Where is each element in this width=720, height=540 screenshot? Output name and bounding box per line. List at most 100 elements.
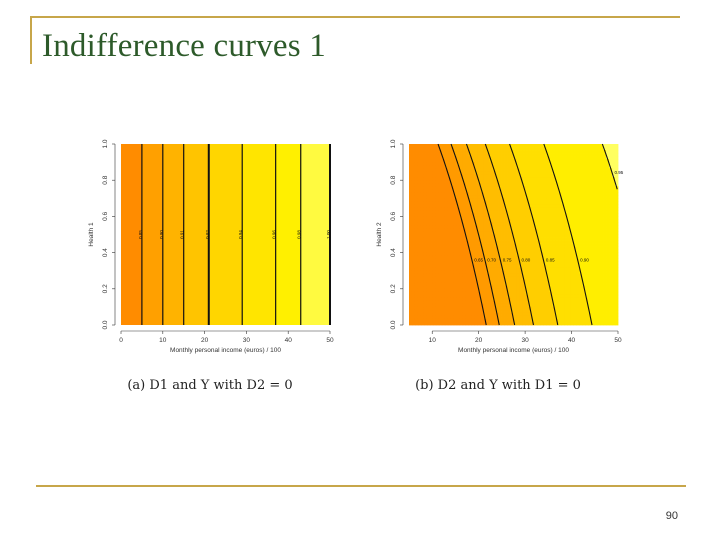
b-fill-cell [483,315,488,320]
b-fill-cell [414,312,419,317]
b-fill-cell [606,246,610,250]
b-fill-cell [561,297,565,302]
b-fill-cell [561,270,565,275]
b-fill-cell [564,288,568,293]
b-fill-cell [501,171,505,175]
b-fill-cell [519,318,523,323]
b-fill-cell [453,165,458,169]
b-fill-cell [409,249,413,253]
b-fill-cell [504,144,508,148]
b-fill-cell [537,189,541,193]
b-fill-cell [609,273,613,278]
b-fill-cell [558,153,562,157]
b-fill-cell [501,213,505,217]
b-contour-line [509,143,559,326]
b-fill-cell [552,159,556,163]
b-fill-cell [558,276,562,281]
b-fill-cell [507,312,511,317]
b-fill-cell [504,198,508,202]
b-fill-cell [537,291,541,296]
b-fill-cell [603,204,607,208]
b-fill-cell [582,168,586,172]
b-fill-cell [558,183,562,187]
b-fill-cell [603,159,607,163]
b-y-tick-label: 1.0 [390,139,397,148]
b-fill-cell [471,192,476,196]
b-fill-cell [459,222,464,226]
b-fill-cell [453,246,458,250]
b-fill-cell [564,183,568,187]
b-fill-cell [510,294,514,299]
b-fill-cell [420,147,425,151]
b-fill-cell [438,291,443,296]
b-fill-cell [462,237,467,241]
b-fill-cell [543,285,547,290]
b-fill-cell [528,183,532,187]
b-fill-cell [579,261,583,266]
b-fill-cell [546,273,550,278]
a-y-tick-label: 0.2 [102,284,109,293]
b-fill-cell [459,312,464,317]
b-fill-cell [582,213,586,217]
b-fill-cell [561,159,565,163]
b-fill-cell [501,150,505,154]
b-fill-cell [417,282,422,287]
b-fill-cell [453,261,458,266]
b-fill-cell [486,192,491,196]
b-fill-cell [555,207,559,211]
b-fill-cell [600,186,604,190]
b-fill-cell [597,270,601,275]
b-fill-cell [501,201,505,205]
b-fill-cell [507,210,511,214]
b-fill-cell [516,201,520,205]
b-fill-cell [477,273,482,278]
b-fill-cell [417,273,422,278]
b-fill-cell [537,252,541,257]
b-fill-cell [555,204,559,208]
b-fill-cell [462,285,467,290]
b-fill-cell [432,189,437,193]
b-fill-cell [537,222,541,226]
b-fill-cell [441,291,446,296]
b-fill-cell [552,258,556,263]
b-fill-cell [409,162,413,166]
b-fill-cell [552,144,556,148]
b-fill-cell [480,294,485,299]
b-fill-cell [438,201,443,205]
b-fill-cell [549,198,553,202]
b-fill-cell [615,315,619,320]
b-fill-cell [480,309,485,314]
b-fill-cell [603,210,607,214]
b-fill-cell [510,207,514,211]
b-fill-cell [426,183,431,187]
b-fill-cell [468,288,473,293]
b-fill-cell [579,267,583,272]
b-fill-cell [600,225,604,229]
b-fill-cell [474,144,479,148]
b-fill-cell [495,297,499,302]
b-fill-cell [480,150,485,154]
b-fill-cell [522,306,526,311]
b-fill-cell [492,291,496,296]
b-fill-cell [423,243,428,247]
b-fill-cell [576,144,580,148]
b-fill-cell [597,147,601,151]
b-fill-cell [420,255,425,260]
b-fill-cell [597,297,601,302]
b-fill-cell [474,240,479,244]
b-fill-cell [480,210,485,214]
b-fill-cell [420,249,425,253]
b-fill-cell [588,243,592,247]
b-fill-cell [501,279,505,284]
b-fill-cell [564,201,568,205]
b-fill-cell [564,294,568,299]
top-horizontal-rule [30,16,680,18]
b-fill-cell [417,303,422,308]
b-fill-cell [582,294,586,299]
b-fill-cell [501,273,505,278]
b-fill-cell [522,180,526,184]
b-fill-cell [504,195,508,199]
b-fill-cell [423,213,428,217]
b-fill-cell [450,246,455,250]
b-fill-cell [549,237,553,241]
